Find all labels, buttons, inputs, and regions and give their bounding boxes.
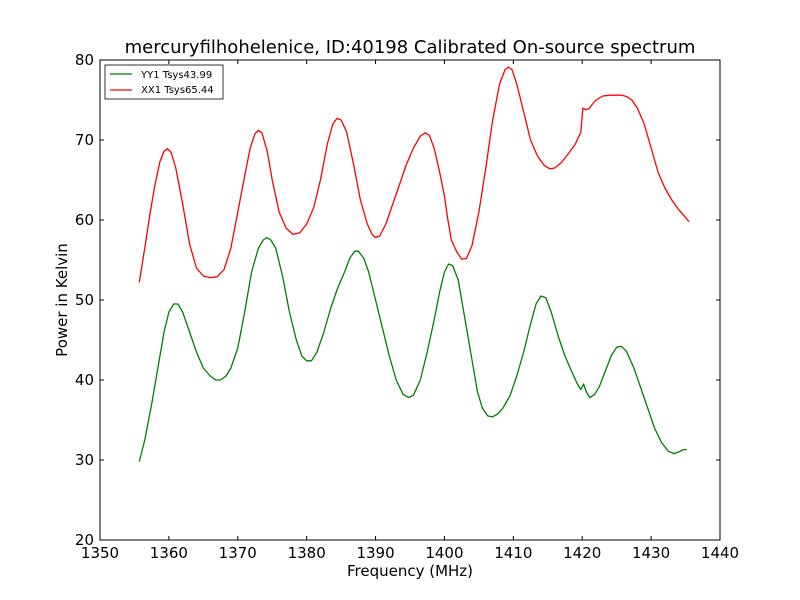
y-tick-label: 30	[75, 451, 94, 469]
y-tick-label: 60	[75, 211, 94, 229]
plot-area	[100, 60, 720, 540]
y-tick-label: 70	[75, 131, 94, 149]
x-tick-label: 1390	[356, 544, 394, 562]
chart-title: mercuryfilhohelenice, ID:40198 Calibrate…	[125, 37, 696, 58]
x-tick-label: 1400	[425, 544, 463, 562]
x-tick-label: 1380	[288, 544, 326, 562]
plot-frame	[99, 59, 721, 541]
legend-frame	[104, 64, 224, 100]
legend: YY1 Tsys43.99 XX1 Tsys65.44	[104, 64, 224, 100]
axis-ticks: 1350 1360 1370 1380 1390 1400 1410 1420 1430 1440…	[75, 51, 739, 562]
y-tick-label: 50	[75, 291, 94, 309]
y-axis-label: Power in Kelvin	[53, 243, 71, 357]
series-line-xx1	[138, 66, 690, 283]
x-tick-label: 1350	[81, 544, 119, 562]
series-lines	[138, 66, 690, 462]
x-tick-label: 1410	[494, 544, 532, 562]
y-tick-label: 20	[75, 531, 94, 549]
legend-label-yy1: YY1 Tsys43.99	[140, 70, 212, 81]
x-tick-label: 1360	[150, 544, 188, 562]
y-tick-label: 40	[75, 371, 94, 389]
x-tick-label: 1440	[701, 544, 739, 562]
series-line-yy1	[138, 236, 687, 462]
legend-label-xx1: XX1 Tsys65.44	[141, 85, 214, 96]
y-tick-label: 80	[75, 51, 94, 69]
x-tick-label: 1420	[563, 544, 601, 562]
x-axis-label: Frequency (MHz)	[347, 562, 473, 580]
x-tick-label: 1430	[632, 544, 670, 562]
x-tick-label: 1370	[219, 544, 257, 562]
